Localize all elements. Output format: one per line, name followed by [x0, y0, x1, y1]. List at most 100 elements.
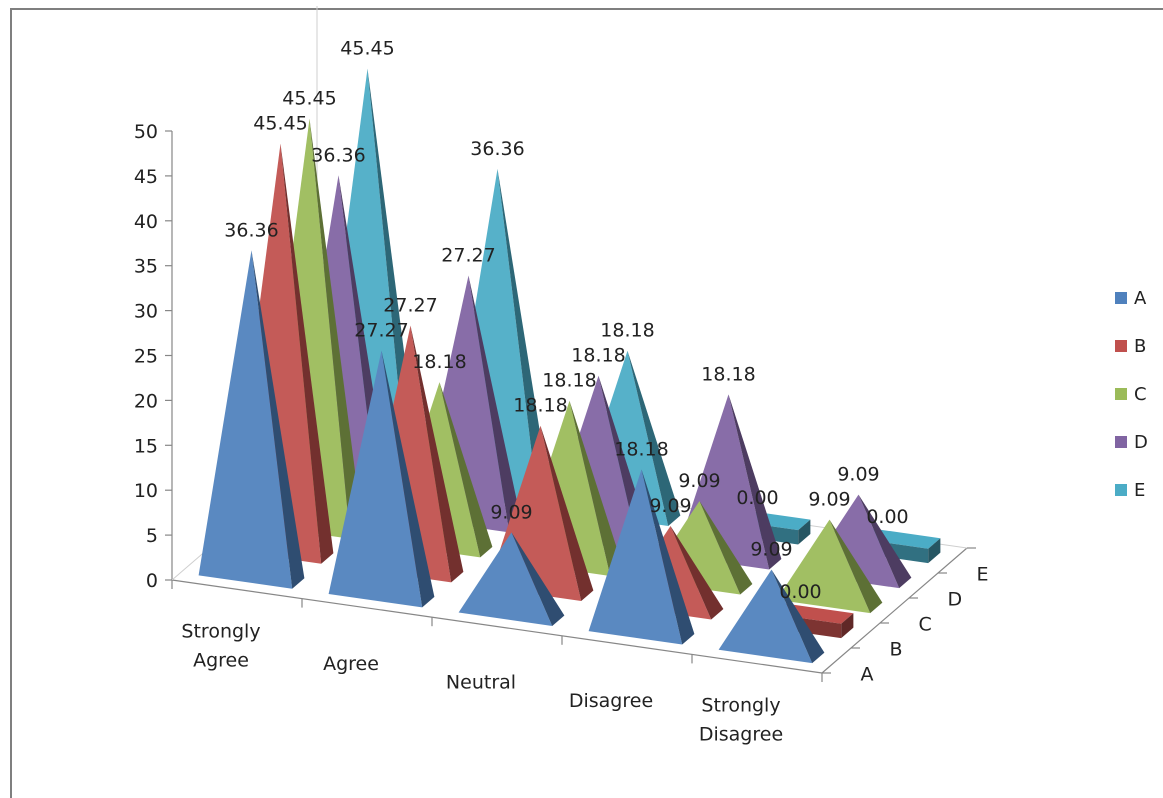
pyramid-side-face	[381, 350, 435, 608]
pyramid-side-face	[627, 350, 681, 526]
pyramid-side-face	[858, 494, 912, 589]
data-label: 9.09	[649, 495, 691, 517]
data-label: 18.18	[701, 363, 755, 385]
x-category-label: Strongly	[181, 620, 260, 642]
pyramid-side-face	[540, 425, 594, 601]
y-tick-label: 30	[134, 301, 158, 323]
data-label: 36.36	[224, 219, 278, 241]
pyramid-side-face	[251, 250, 305, 589]
data-label: 9.09	[837, 464, 879, 486]
pyramid-side-face	[728, 394, 782, 570]
pyramid-side-face	[670, 525, 724, 620]
data-label: 27.27	[383, 295, 437, 317]
data-label: 18.18	[600, 320, 654, 342]
legend-swatch	[1115, 436, 1127, 448]
pyramid-side-face	[569, 400, 623, 576]
pyramid-front-face	[718, 569, 813, 664]
x-category-label: Agree	[193, 649, 249, 671]
legend-swatch	[1115, 484, 1127, 496]
data-label: 9.09	[808, 489, 850, 511]
depth-axis-label: C	[919, 614, 932, 636]
pyramid-side-face	[309, 118, 363, 539]
y-tick-label: 45	[134, 166, 158, 188]
legend-label: E	[1134, 480, 1145, 501]
x-category-label: Strongly	[701, 695, 780, 717]
data-label: 9.09	[750, 539, 792, 561]
y-axis-ticks: 0 5 10 15 20 25 30 35 40 45 50	[134, 121, 172, 592]
legend-label: A	[1134, 288, 1147, 309]
data-label: 9.09	[678, 470, 720, 492]
data-label: 45.45	[253, 113, 307, 135]
pyramid-side-face	[641, 469, 695, 645]
legend: A B C D E	[1115, 288, 1148, 501]
pyramid-front-face	[776, 519, 871, 614]
pyramid-front-face	[588, 469, 683, 645]
legend-swatch	[1115, 292, 1127, 304]
data-label: 0.00	[736, 487, 778, 509]
data-label: 45.45	[340, 38, 394, 60]
depth-axis-label: A	[861, 664, 874, 686]
data-label: 18.18	[542, 370, 596, 392]
x-category-label: Disagree	[699, 724, 783, 746]
legend-swatch	[1115, 340, 1127, 352]
pyramid-side-face	[829, 519, 883, 614]
depth-axis-label: D	[948, 589, 963, 611]
legend-label: D	[1134, 432, 1148, 453]
data-label: 45.45	[282, 88, 336, 110]
data-label: 27.27	[441, 245, 495, 267]
y-tick-label: 10	[134, 480, 158, 502]
x-category-label: Agree	[323, 653, 379, 675]
x-axis-categories: Strongly Agree Agree Neutral Disagree Strongl…	[171, 580, 823, 746]
flat-slab-side	[841, 613, 854, 639]
y-tick-label: 40	[134, 211, 158, 233]
data-label: 18.18	[571, 345, 625, 367]
x-category-label: Neutral	[446, 672, 516, 694]
pyramid-side-face	[699, 500, 753, 595]
pyramid-A-2	[458, 532, 565, 626]
pyramid-A-3	[588, 469, 695, 645]
x-axis-line	[171, 579, 823, 674]
legend-label: B	[1134, 336, 1146, 357]
pyramid-side-face	[771, 569, 825, 664]
series-pyramids	[198, 68, 941, 664]
y-tick-label: 15	[134, 435, 158, 457]
pyramid-C-4	[776, 519, 883, 614]
data-labels: 45.4536.3618.180.000.0036.3627.2718.1818…	[224, 38, 908, 603]
data-label: 36.36	[470, 138, 524, 160]
y-tick-label: 0	[146, 570, 158, 592]
chart-frame	[10, 8, 1163, 798]
depth-axis-line	[821, 547, 968, 674]
y-tick-label: 25	[134, 346, 158, 368]
legend-swatch	[1115, 388, 1127, 400]
data-label: 18.18	[513, 395, 567, 417]
x-category-label: Disagree	[569, 690, 653, 712]
depth-axis-label: B	[890, 639, 903, 661]
y-tick-label: 20	[134, 390, 158, 412]
pyramid-side-face	[511, 532, 565, 626]
pyramid-side-face	[280, 143, 334, 564]
data-label: 18.18	[412, 351, 466, 373]
data-label: 9.09	[490, 501, 532, 523]
flat-slab-side	[928, 538, 941, 564]
data-label: 18.18	[614, 438, 668, 460]
data-label: 0.00	[779, 581, 821, 603]
data-label: 27.27	[354, 320, 408, 342]
y-tick-label: 35	[134, 256, 158, 278]
legend-label: C	[1134, 384, 1147, 405]
flat-slab-side	[798, 519, 811, 545]
pyramid-A-0	[198, 250, 305, 589]
pyramid-front-face	[328, 350, 423, 608]
pyramid-A-1	[328, 350, 435, 608]
pyramid-front-face	[198, 250, 293, 589]
y-tick-label: 5	[146, 525, 158, 547]
data-label: 36.36	[311, 144, 365, 166]
depth-axis-label: E	[977, 564, 989, 586]
pyramid-side-face	[439, 382, 493, 558]
pyramid-side-face	[468, 275, 522, 533]
pyramid-front-face	[458, 532, 553, 626]
pyramid-side-face	[410, 325, 464, 583]
pyramid-A-4	[718, 569, 825, 664]
pyramid-side-face	[497, 168, 551, 508]
